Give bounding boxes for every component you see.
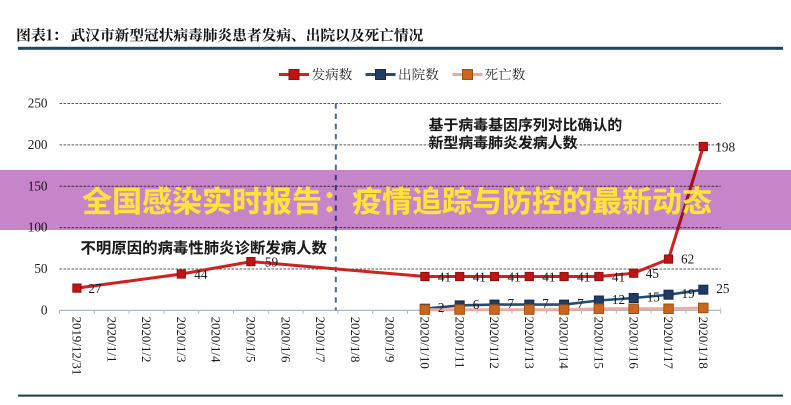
svg-text:41: 41 xyxy=(438,270,451,285)
svg-text:12: 12 xyxy=(612,292,625,307)
svg-text:2020/1/6: 2020/1/6 xyxy=(278,317,292,363)
svg-text:44: 44 xyxy=(194,267,208,282)
svg-text:2: 2 xyxy=(438,300,445,315)
svg-text:2020/1/13: 2020/1/13 xyxy=(522,317,536,369)
svg-text:2020/1/16: 2020/1/16 xyxy=(626,317,640,370)
svg-text:62: 62 xyxy=(681,252,694,267)
svg-text:2020/1/12: 2020/1/12 xyxy=(487,317,501,369)
svg-text:2020/1/11: 2020/1/11 xyxy=(452,317,466,369)
svg-text:2020/1/9: 2020/1/9 xyxy=(383,317,397,363)
svg-text:41: 41 xyxy=(473,270,486,285)
svg-text:41: 41 xyxy=(508,270,521,285)
svg-text:41: 41 xyxy=(612,270,625,285)
svg-text:2020/1/3: 2020/1/3 xyxy=(174,317,188,363)
svg-text:2019/12/31: 2019/12/31 xyxy=(70,317,84,376)
svg-text:198: 198 xyxy=(715,140,735,155)
svg-text:2020/1/10: 2020/1/10 xyxy=(418,317,432,369)
svg-text:250: 250 xyxy=(28,96,48,111)
svg-text:41: 41 xyxy=(577,270,590,285)
svg-text:25: 25 xyxy=(716,281,730,296)
svg-text:59: 59 xyxy=(265,255,279,270)
svg-text:7: 7 xyxy=(508,296,515,311)
svg-text:2020/1/8: 2020/1/8 xyxy=(348,317,362,363)
svg-text:27: 27 xyxy=(88,281,102,296)
svg-text:7: 7 xyxy=(542,296,549,311)
svg-text:2020/1/18: 2020/1/18 xyxy=(696,317,710,369)
svg-text:2020/1/1: 2020/1/1 xyxy=(104,317,118,363)
svg-text:7: 7 xyxy=(577,296,584,311)
svg-text:6: 6 xyxy=(473,297,480,312)
svg-text:2020/1/17: 2020/1/17 xyxy=(661,317,675,370)
svg-text:19: 19 xyxy=(682,286,696,301)
svg-text:2020/1/15: 2020/1/15 xyxy=(592,317,606,369)
svg-text:2020/1/2: 2020/1/2 xyxy=(139,317,153,363)
svg-text:2020/1/7: 2020/1/7 xyxy=(313,317,327,363)
svg-text:0: 0 xyxy=(41,302,48,317)
svg-text:41: 41 xyxy=(542,270,555,285)
svg-text:50: 50 xyxy=(34,261,48,276)
svg-text:45: 45 xyxy=(646,266,660,281)
svg-text:2020/1/4: 2020/1/4 xyxy=(209,317,223,363)
svg-text:15: 15 xyxy=(647,289,661,304)
svg-text:2020/1/14: 2020/1/14 xyxy=(557,317,571,370)
svg-text:2020/1/5: 2020/1/5 xyxy=(244,317,258,363)
svg-text:200: 200 xyxy=(28,137,48,152)
